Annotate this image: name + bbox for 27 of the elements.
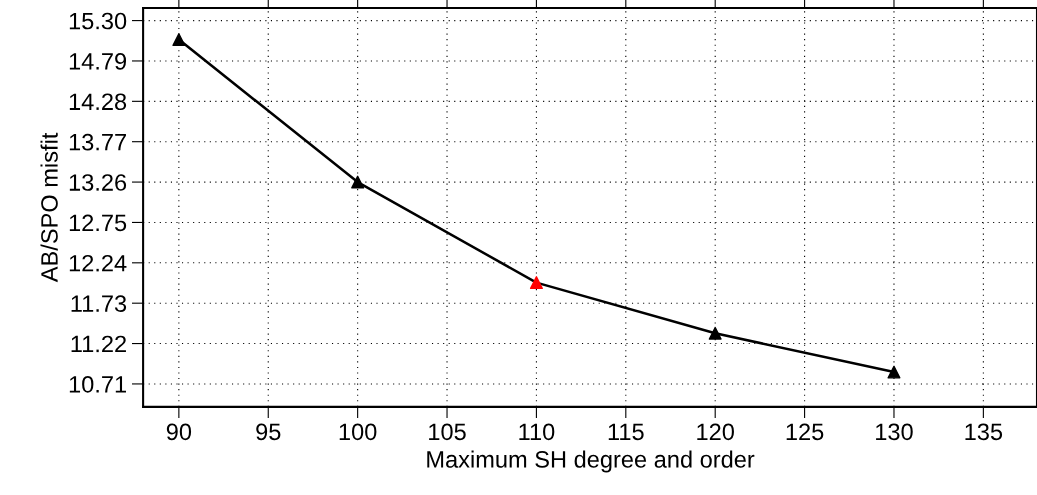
x-tick-label: 110 <box>519 423 555 441</box>
x-tick-label: 100 <box>339 423 377 441</box>
y-tick-label: 13.26 <box>69 174 127 191</box>
point <box>708 326 722 340</box>
y-tick-label: 14.79 <box>69 53 127 70</box>
y-tick-label: 12.75 <box>69 214 127 232</box>
x-tick-label: 90 <box>166 423 192 441</box>
y-tick-label: 13.77 <box>69 133 126 151</box>
y-tick-label: 14.28 <box>69 93 127 111</box>
point <box>172 33 186 47</box>
x-tick-label: 115 <box>608 423 644 441</box>
x-tick-label: 120 <box>697 423 734 441</box>
y-tick-label: 11.22 <box>71 335 126 353</box>
y-axis-title: AB/SPO misfit <box>40 132 58 283</box>
y-tick-label: 10.71 <box>69 376 126 393</box>
point <box>887 365 901 379</box>
point <box>529 276 543 290</box>
y-tick-label: 11.73 <box>71 295 127 312</box>
x-tick-label: 135 <box>965 423 1003 441</box>
x-tick-label: 105 <box>429 423 466 441</box>
x-tick-label: 130 <box>876 423 913 441</box>
x-tick-label: 125 <box>786 423 824 441</box>
point <box>351 175 365 189</box>
x-tick-label: 95 <box>256 423 281 441</box>
y-tick-label: 12.24 <box>69 254 127 272</box>
y-tick-label: 15.30 <box>69 12 127 30</box>
x-axis-title: Maximum SH degree and order <box>427 450 755 473</box>
